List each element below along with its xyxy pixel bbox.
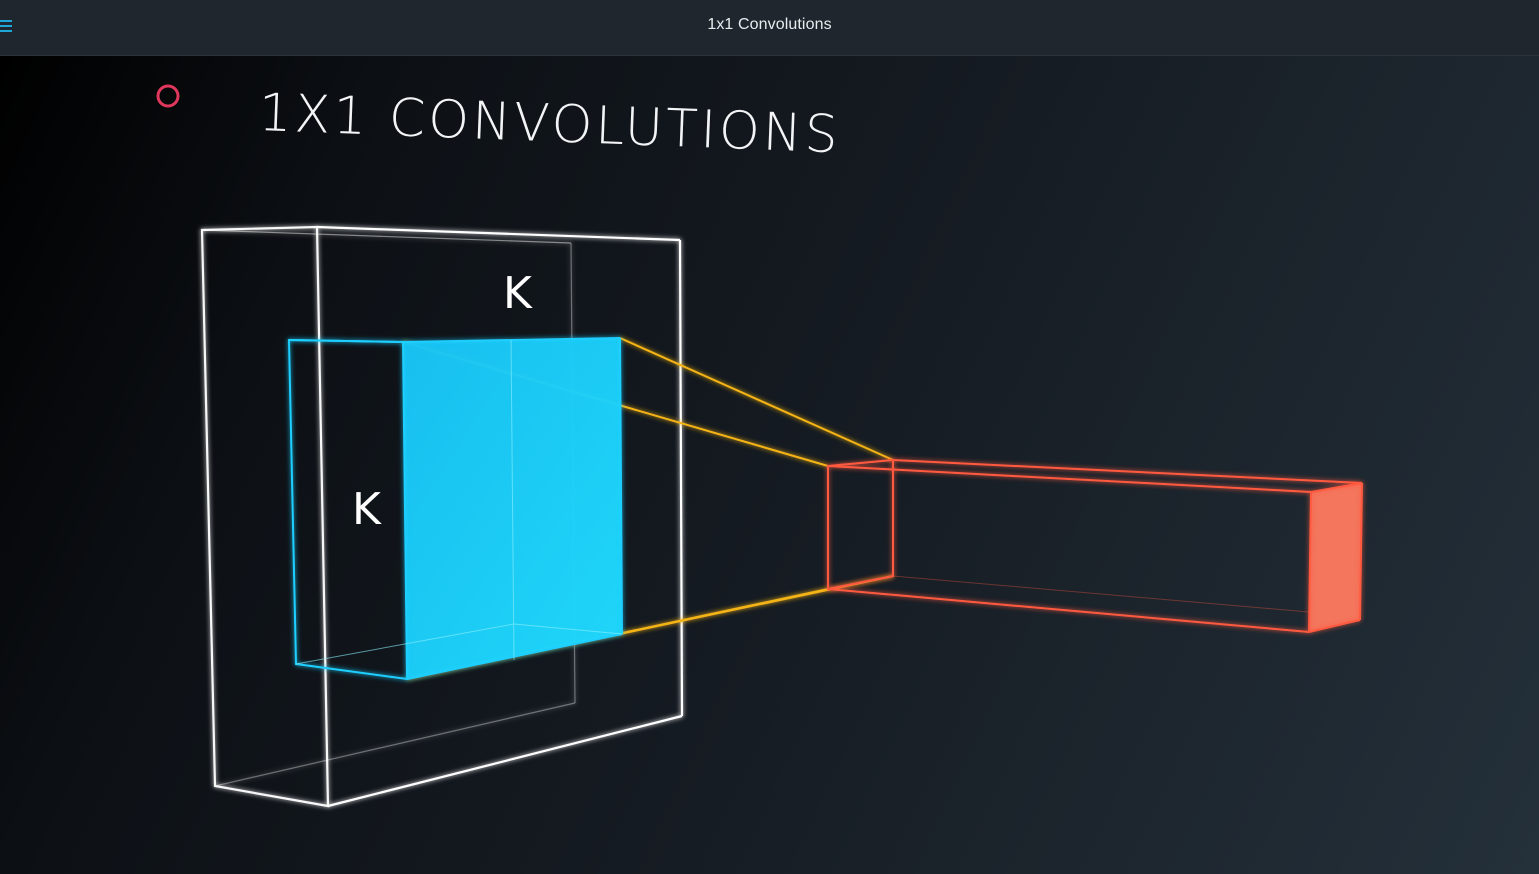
input-volume — [200, 225, 684, 808]
slide-title: 1X1 CONVOLUTIONS — [258, 83, 842, 165]
output-column — [827, 458, 1363, 633]
kernel-patch — [287, 337, 623, 681]
top-bar: 1x1 Convolutions — [0, 0, 1539, 56]
kernel-height-label: K — [352, 484, 382, 535]
kernel-width-label: K — [503, 268, 533, 319]
hamburger-menu-icon[interactable] — [0, 16, 16, 38]
video-player[interactable]: 1X1 CONVOLUTIONS — [0, 56, 1539, 874]
ring-bullet-icon — [156, 84, 180, 108]
convolution-diagram: 1X1 CONVOLUTIONS — [156, 83, 1363, 808]
page-title: 1x1 Convolutions — [707, 16, 832, 33]
